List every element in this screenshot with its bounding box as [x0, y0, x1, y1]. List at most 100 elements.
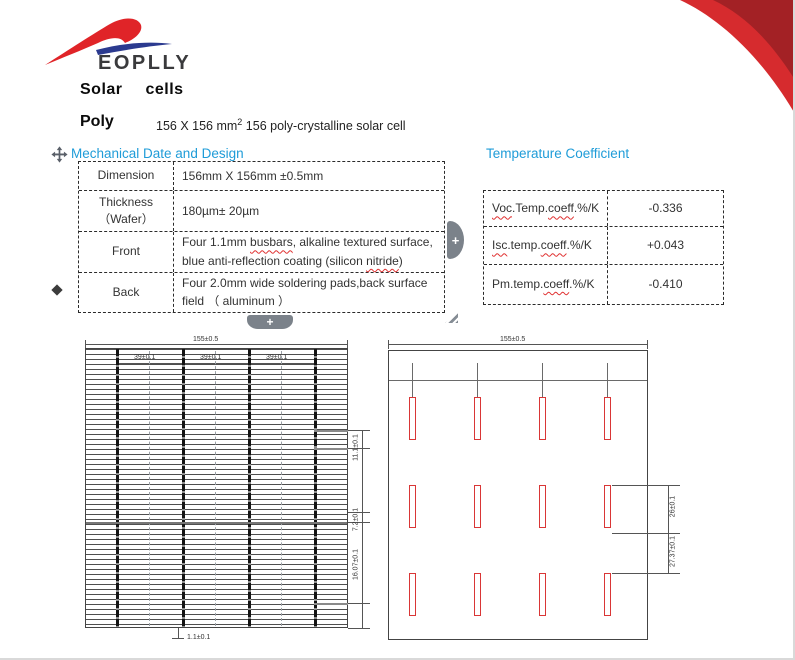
soldering-pad — [539, 397, 546, 440]
dim-ext — [348, 522, 370, 523]
busbar — [182, 349, 185, 627]
soldering-pad — [474, 397, 481, 440]
centerline — [281, 351, 282, 626]
cell-front-face — [85, 348, 348, 628]
soldering-pad — [539, 573, 546, 616]
soldering-pad — [474, 573, 481, 616]
leader-line — [607, 363, 608, 397]
insert-row-plus-icon[interactable]: + — [247, 315, 293, 329]
dim-tick — [347, 340, 348, 349]
dim-label-right: 7.2±0.1 — [352, 507, 360, 532]
dim-ext — [612, 573, 680, 574]
soldering-pad — [604, 573, 611, 616]
soldering-pad — [604, 397, 611, 440]
soldering-pad — [539, 485, 546, 528]
dim-line — [668, 485, 669, 573]
dim-ext — [348, 448, 370, 449]
back-cell-drawing: 155±0.5 39±0.1 39±0.1 39±0.1 — [388, 336, 698, 656]
dim-line — [388, 344, 648, 345]
product-spec-line: 156 X 156 mm2 156 poly-crystalline solar… — [156, 117, 406, 133]
dim-ext — [348, 512, 370, 513]
row-value: +0.043 — [646, 238, 685, 253]
move-handle-icon[interactable] — [51, 146, 68, 163]
dim-line — [362, 430, 363, 628]
soldering-pad — [409, 485, 416, 528]
row-value: Four 1.1mm busbars, alkaline textured su… — [182, 235, 433, 268]
leader-line — [412, 363, 413, 397]
row-label: Front — [79, 232, 174, 272]
eoplly-logo-icon: EOPLLY — [45, 18, 191, 74]
row-value: -0.336 — [648, 201, 683, 216]
dim-line — [172, 638, 184, 639]
dim-line — [85, 344, 348, 345]
spec-rest: 156 poly-crystalline solar cell — [242, 119, 406, 134]
front-cell-drawing: 155±0.5 39±0.1 39±0.1 39±0.1 11.1±0.1 7. — [85, 336, 395, 656]
dim-label-width: 155±0.5 — [193, 336, 219, 343]
busbar — [116, 349, 119, 627]
table-row: Front Four 1.1mm busbars, alkaline textu… — [79, 232, 444, 273]
spec-main: 156 X 156 mm — [156, 119, 238, 134]
table-row: Pm.temp.coeff.%/K -0.410 — [484, 264, 723, 304]
misspelled-word: busbars — [250, 235, 293, 250]
row-label: Back — [79, 272, 174, 313]
dim-tick — [85, 340, 86, 349]
segment-line — [314, 430, 348, 432]
dim-tick — [647, 340, 648, 349]
section-heading-temperature: Temperature Coefficient — [486, 146, 630, 161]
edge-line — [389, 380, 647, 381]
row-value: Four 2.0mm wide soldering pads,back surf… — [182, 275, 428, 309]
temperature-table: Voc.Temp.coeff.%/K -0.336 Isc.temp.coeff… — [483, 190, 724, 305]
soldering-pad — [409, 397, 416, 440]
mechanical-table: Dimension 156mm X 156mm ±0.5mm Thickness… — [78, 161, 445, 313]
dim-label-width: 155±0.5 — [500, 336, 526, 343]
soldering-pad — [474, 485, 481, 528]
table-row: Back Four 2.0mm wide soldering pads,back… — [79, 272, 444, 313]
dim-ext — [348, 430, 370, 431]
table-row: Isc.temp.coeff.%/K +0.043 — [484, 227, 723, 265]
section-heading-mechanical: Mechanical Date and Design — [71, 146, 244, 161]
centerline — [149, 351, 150, 626]
table-row: Dimension 156mm X 156mm ±0.5mm — [79, 162, 444, 191]
dim-tick — [388, 340, 389, 349]
spec-superscript: 2 — [237, 117, 243, 127]
soldering-pad — [604, 485, 611, 528]
row-label: Isc.temp.coeff.%/K — [484, 227, 608, 264]
leader-line — [477, 363, 478, 397]
soldering-pad — [409, 573, 416, 616]
leader-line — [542, 363, 543, 397]
row-label: Dimension — [79, 162, 174, 190]
row-value: 180µm± 20µm — [182, 203, 260, 218]
drag-diamond-handle[interactable] — [51, 284, 63, 296]
dim-label-pad-gap: 27.37±0.1 — [669, 535, 677, 568]
row-value: 156mm X 156mm ±0.5mm — [182, 168, 324, 183]
busbar — [248, 349, 251, 627]
segment-line — [314, 448, 348, 450]
corner-ribbon-graphic — [680, 0, 793, 111]
row-label: Thickness （Wafer） — [79, 190, 174, 232]
product-type-label: Poly — [80, 113, 114, 130]
row-value: -0.410 — [648, 277, 683, 292]
row-label: Voc.Temp.coeff.%/K — [484, 191, 608, 227]
centerline — [215, 351, 216, 626]
dim-label-busbar-width: 1.1±0.1 — [187, 634, 211, 641]
insert-column-plus-icon[interactable]: + — [447, 221, 464, 259]
dim-ext — [348, 628, 370, 629]
segment-line — [86, 522, 347, 524]
dim-ext — [612, 533, 680, 534]
row-label: Pm.temp.coeff.%/K — [484, 264, 608, 304]
dim-label-pad-length: 26±0.1 — [669, 495, 677, 518]
table-row: Thickness （Wafer） 180µm± 20µm — [79, 190, 444, 233]
table-row: Voc.Temp.coeff.%/K -0.336 — [484, 191, 723, 228]
segment-line — [314, 603, 348, 605]
dim-ext — [348, 603, 370, 604]
dim-tick — [178, 628, 179, 638]
brand-text: EOPLLY — [98, 52, 191, 74]
dim-ext — [612, 485, 680, 486]
page-title: Solar cells — [80, 81, 184, 98]
busbar — [314, 349, 317, 627]
dim-label-right: 11.1±0.1 — [352, 434, 360, 461]
misspelled-word: nitride — [366, 253, 399, 268]
dim-label-right: 16.07±0.1 — [352, 548, 360, 581]
resize-corner-handle[interactable] — [445, 312, 458, 323]
